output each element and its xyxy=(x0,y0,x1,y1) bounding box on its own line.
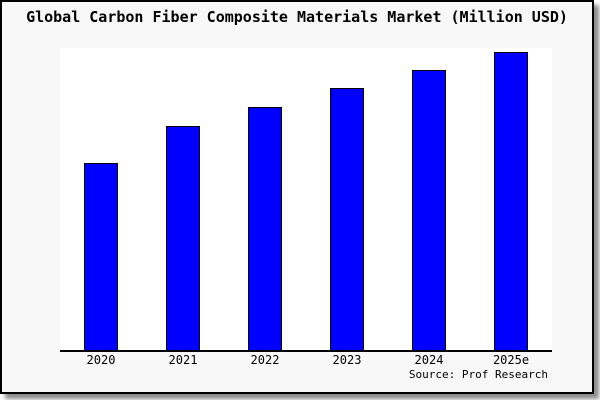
bar-2022 xyxy=(248,107,282,350)
x-axis-labels: 2020 2021 2022 2023 2024 2025e xyxy=(60,353,552,367)
bar-slot-2020 xyxy=(60,48,142,350)
bar-slot-2022 xyxy=(224,48,306,350)
bar-slot-2024 xyxy=(388,48,470,350)
x-tick-2020: 2020 xyxy=(86,353,116,367)
bar-slot-2025e xyxy=(470,48,552,350)
x-tick-2024: 2024 xyxy=(414,353,444,367)
x-tick-2021: 2021 xyxy=(168,353,198,367)
plot-area xyxy=(60,48,552,352)
x-tick-2025e: 2025e xyxy=(492,353,530,367)
x-tick-2023: 2023 xyxy=(332,353,362,367)
bar-slot-2021 xyxy=(142,48,224,350)
bar-2020 xyxy=(84,163,118,350)
bar-2021 xyxy=(166,126,200,350)
source-note: Source: Prof Research xyxy=(408,368,548,381)
bar-2024 xyxy=(412,70,446,350)
chart-title: Global Carbon Fiber Composite Materials … xyxy=(26,8,568,26)
chart-card: Global Carbon Fiber Composite Materials … xyxy=(0,0,594,394)
bar-slot-2023 xyxy=(306,48,388,350)
x-tick-2022: 2022 xyxy=(250,353,280,367)
bar-2025e xyxy=(494,52,528,350)
bar-2023 xyxy=(330,88,364,350)
